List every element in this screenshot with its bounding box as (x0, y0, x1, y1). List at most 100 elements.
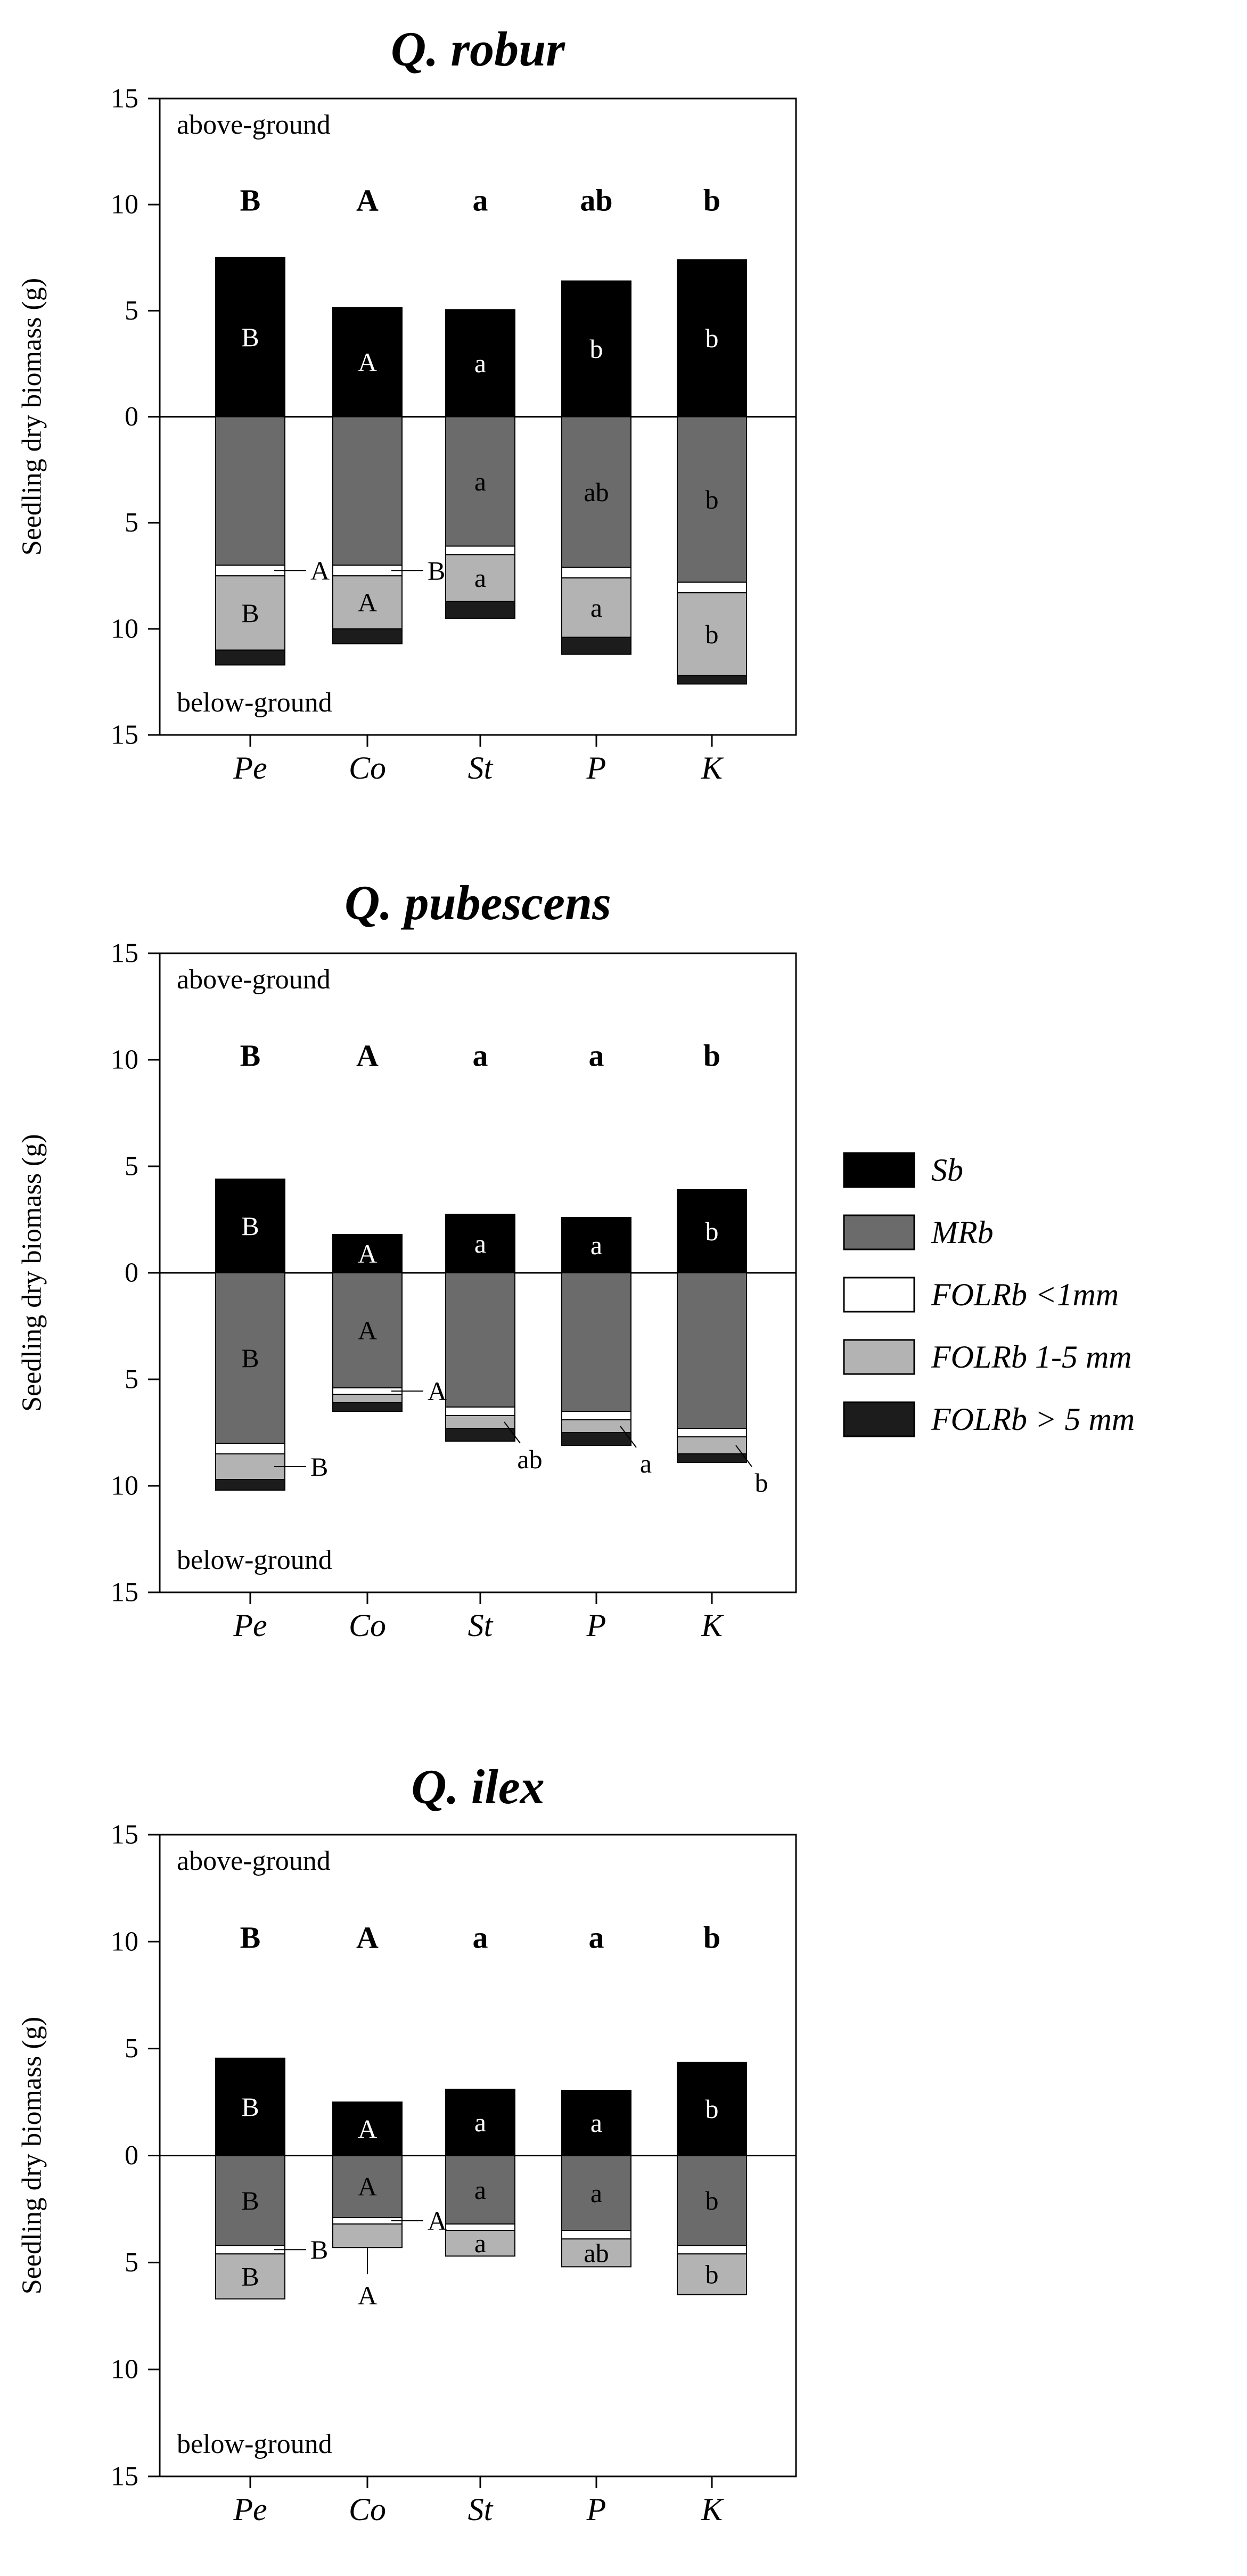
segment-letter: b (705, 1216, 719, 1246)
segment-letter: b (705, 323, 719, 353)
bar-mrb (677, 1272, 747, 1429)
y-tick-label: 10 (111, 1926, 138, 1957)
bar-folrb-5-mm (332, 628, 403, 644)
x-tick-label: Pe (233, 1608, 267, 1643)
annotation-letter: a (640, 1449, 652, 1478)
segment-letter: b (705, 2259, 719, 2289)
below-ground-label: below-ground (177, 1545, 332, 1575)
bar-folrb-1mm (677, 1428, 747, 1437)
x-tick-label: K (701, 750, 724, 786)
bar-folrb-1-5-mm (445, 2230, 515, 2257)
bar-folrb-5-mm (677, 1453, 747, 1463)
bar-mrb (215, 416, 285, 566)
bar-folrb-1-5-mm (215, 2253, 285, 2300)
bar-folrb-5-mm (677, 675, 747, 685)
bar-folrb-5-mm (445, 1428, 515, 1442)
segment-letter: a (590, 2178, 602, 2208)
annotation-leader (735, 1445, 752, 1467)
bar-folrb-5-mm (215, 1479, 285, 1491)
legend-swatch (843, 1214, 915, 1250)
annotation-letter: A (310, 555, 330, 585)
annotation-letter: B (428, 555, 445, 585)
x-tick-label: St (468, 2492, 494, 2527)
bar-mrb (332, 1272, 403, 1388)
legend-label: FOLRb 1-5 mm (931, 1339, 1132, 1375)
y-tick-label: 10 (111, 614, 138, 644)
y-tick-label: 15 (111, 1820, 138, 1850)
bar-folrb-1mm (445, 545, 515, 555)
significance-letter: A (356, 1038, 379, 1073)
legend-item-folrb-1mm: FOLRb <1mm (843, 1277, 1119, 1313)
significance-letter: b (703, 1038, 720, 1073)
x-tick-label: Pe (233, 750, 267, 786)
bar-folrb-5-mm (561, 636, 631, 655)
x-tick-label: St (468, 750, 494, 786)
annotation-letter: B (310, 1452, 328, 1482)
panel-title: Q. ilex (411, 1760, 544, 1814)
legend-label: FOLRb > 5 mm (931, 1402, 1135, 1437)
below-ground-label: below-ground (177, 2429, 332, 2459)
y-tick-label: 0 (125, 402, 138, 432)
annotation-leader (620, 1426, 637, 1448)
segment-letter: a (474, 2107, 486, 2137)
bar-sb (215, 1179, 285, 1273)
significance-letter: A (356, 183, 379, 218)
segment-letter: b (705, 2094, 719, 2124)
bar-group-co (332, 307, 403, 644)
bar-folrb-1-5-mm (561, 577, 631, 638)
segment-letter: A (358, 587, 377, 617)
bar-folrb-5-mm (332, 1402, 403, 1412)
segment-letter: B (241, 322, 259, 352)
annotation-leader (504, 1421, 521, 1444)
segment-letter: b (705, 485, 719, 514)
y-tick-label: 10 (111, 2354, 138, 2385)
legend-item-sb: Sb (843, 1152, 963, 1188)
bar-mrb (445, 416, 515, 547)
bar-group-st (445, 2088, 515, 2257)
segment-letter: A (358, 1239, 377, 1269)
bar-mrb (561, 2155, 631, 2231)
annotation-letter: b (755, 1468, 768, 1498)
y-tick-label: 5 (125, 508, 138, 538)
segment-letter: A (358, 347, 377, 377)
bar-folrb-5-mm (445, 601, 515, 619)
bar-mrb (561, 416, 631, 568)
x-tick-label: K (701, 1608, 724, 1643)
bar-group-st (445, 309, 515, 619)
y-tick-label: 5 (125, 1151, 138, 1182)
panel-title: Q. pubescens (344, 876, 611, 930)
bar-group-co (332, 2101, 403, 2248)
segment-letter: B (241, 2186, 259, 2215)
x-tick-label: Co (349, 2492, 386, 2527)
segment-letter: a (474, 348, 486, 378)
segment-letter: b (705, 2186, 719, 2215)
y-tick-label: 15 (111, 2461, 138, 2492)
bar-group-k (677, 1189, 747, 1463)
segment-letter: b (590, 334, 603, 364)
legend-swatch (843, 1152, 915, 1188)
segment-letter: a (590, 2108, 602, 2138)
annotation-letter: B (310, 2235, 328, 2264)
y-tick-label: 10 (111, 190, 138, 220)
significance-letter: b (703, 183, 720, 218)
bar-group-k (677, 259, 747, 685)
significance-letter: a (473, 1038, 488, 1073)
bar-sb (332, 1234, 403, 1273)
significance-letter: a (589, 1038, 604, 1073)
segment-letter: a (474, 563, 486, 593)
above-ground-label: above-ground (177, 1846, 331, 1876)
bar-group-pe (215, 2057, 285, 2300)
bar-folrb-1mm (445, 1406, 515, 1416)
bar-sb (332, 2101, 403, 2156)
bar-group-co (332, 1234, 403, 1412)
legend-item-mrb: MRb (843, 1214, 994, 1250)
panel-q-pubescens: Q. pubescens 15 10 5 0 5 10 15 Seedling dry biom… (17, 876, 797, 1643)
bar-folrb-1-5-mm (332, 575, 403, 629)
segment-letter: A (358, 2114, 377, 2144)
bar-group-p (561, 2089, 631, 2268)
segment-letter: B (241, 598, 259, 628)
y-axis-label: Seedling dry biomass (g) (17, 1134, 47, 1411)
bar-sb (677, 259, 747, 418)
bar-folrb-5-mm (215, 649, 285, 666)
